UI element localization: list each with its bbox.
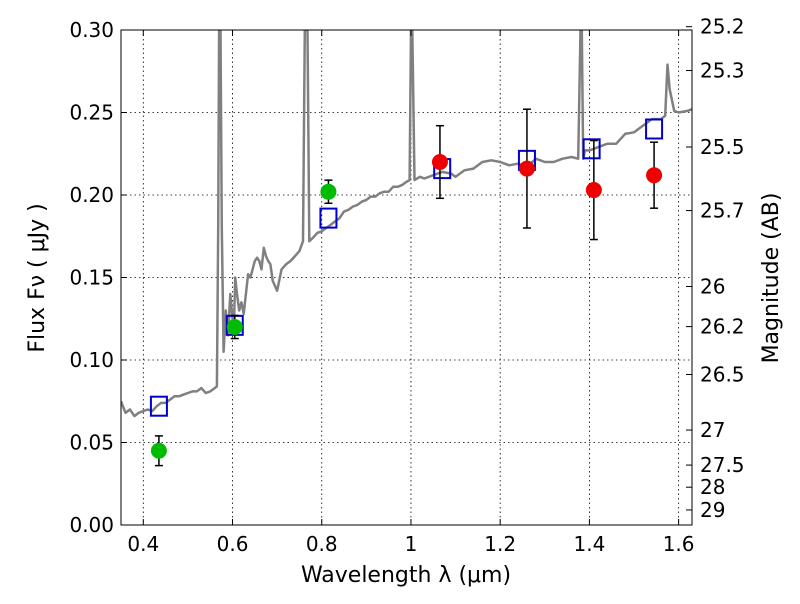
x-tick-label: 0.8 [306,532,338,556]
right-tick-label: 26.5 [700,363,745,387]
right-axis-label: Magnitude (AB) [759,193,784,364]
right-tick-label: 26 [700,274,725,298]
optical-point [150,442,167,459]
y-axis-label: Flux Fν ( μJy ) [25,203,50,352]
right-tick-label: 29 [700,498,725,522]
nir-point [518,160,535,177]
y-tick-label: 0.25 [69,101,114,125]
right-tick-label: 25.3 [700,59,745,83]
x-tick-label: 1.2 [484,532,516,556]
right-tick-label: 25.7 [700,199,745,223]
spectrum-line [121,30,692,418]
axis-ticks: 0.4 0.6 0.8 1 1.2 1.4 1.6 0.00 0.05 0.10 0.15 0.20 0… [69,15,744,556]
y-tick-label: 0.20 [69,183,114,207]
y-tick-label: 0.00 [69,513,114,537]
x-tick-label: 1.4 [573,532,605,556]
x-tick-label: 0.6 [217,532,249,556]
y-tick-label: 0.15 [69,266,114,290]
optical-point [226,319,243,335]
right-tick-label: 27.5 [700,453,745,477]
y-tick-label: 0.05 [69,431,114,455]
marker-layer [149,108,664,467]
right-tick-label: 25.2 [700,15,745,39]
x-tick-label: 0.4 [127,532,159,556]
nir-point [431,154,448,170]
right-tick-label: 25.5 [700,135,745,159]
right-tick-label: 26.2 [700,315,745,339]
right-tick-label: 28 [700,475,725,499]
y-tick-label: 0.30 [69,18,114,42]
model-flux-square [149,395,168,417]
grid-lines [121,29,692,526]
model-flux-square [582,138,601,160]
optical-point [320,183,337,200]
model-flux-square [319,207,338,229]
nir-point [646,167,663,184]
nir-point [585,182,602,199]
x-axis-label: Wavelength λ (μm) [301,563,511,588]
spectrum-layer [121,30,692,418]
x-tick-label: 1.6 [663,532,695,556]
model-flux-square [645,118,664,140]
y-tick-label: 0.10 [69,348,114,372]
x-tick-label: 1 [405,532,418,556]
right-tick-label: 27 [700,418,725,442]
